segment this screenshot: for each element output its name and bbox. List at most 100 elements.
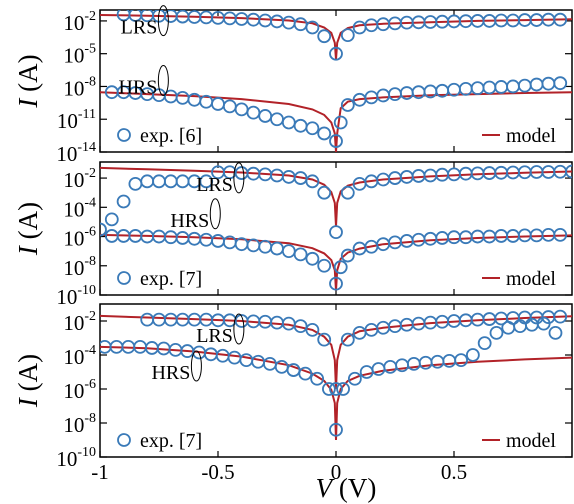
exp-point-hrs — [465, 348, 480, 362]
exp-point-hrs — [246, 105, 261, 120]
exp-point-hrs — [263, 356, 277, 371]
legend-marker-icon — [117, 271, 131, 285]
state-marker-ellipse — [233, 313, 245, 345]
exp-point-hrs — [322, 382, 336, 396]
exp-point-hrs — [258, 239, 273, 254]
exp-point-lrs — [340, 185, 355, 200]
exp-point-lrs — [128, 176, 143, 191]
legend-exp-label: exp. [7] — [140, 268, 202, 290]
y-axis-title: I (A) — [13, 354, 43, 408]
exp-point-lrs — [340, 332, 355, 347]
exp-point-hrs — [423, 231, 438, 246]
exp-point-hrs — [506, 79, 520, 94]
y-tick-base: 10 — [63, 311, 84, 335]
exp-point-lrs — [305, 174, 320, 189]
exp-point-hrs — [336, 382, 350, 396]
x-axis-unit: (V) — [332, 473, 376, 503]
exp-point-lrs — [329, 46, 343, 61]
y-tick-base: 10 — [57, 109, 78, 133]
y-tick-base: 10 — [63, 256, 84, 280]
y-tick-base: 10 — [56, 142, 77, 166]
y-tick-label: 10-4 — [63, 195, 96, 221]
exp-point-hrs — [454, 353, 468, 368]
x-axis: -1 -0.5 0 0.5 — [91, 460, 467, 484]
exp-point-hrs — [329, 422, 343, 437]
y-tick-label: 10-6 — [63, 377, 96, 403]
exp-point-hrs — [251, 354, 266, 369]
exp-point-lrs — [140, 312, 155, 327]
exp-point-hrs — [270, 112, 284, 127]
exp-point-lrs — [352, 20, 367, 35]
y-tick-exponent: -10 — [77, 283, 96, 298]
exp-point-hrs — [371, 362, 386, 376]
y-tick-label: 10-10 — [56, 283, 96, 309]
model-line-hrs — [100, 233, 572, 291]
exp-point-hrs — [329, 276, 343, 291]
exp-point-hrs — [477, 336, 492, 351]
exp-point-lrs — [317, 332, 332, 347]
exp-point-hrs — [470, 81, 485, 96]
exp-point-hrs — [211, 234, 225, 248]
y-tick-label: 10-8 — [63, 254, 96, 280]
exp-point-lrs — [281, 15, 296, 30]
y-tick-label: 10-8 — [63, 411, 96, 437]
exp-point-hrs — [199, 232, 214, 247]
y-tick-label: 10-2 — [63, 166, 96, 192]
y-tick-exponent: -6 — [84, 377, 96, 392]
y-axis-unit: (A) — [13, 202, 43, 246]
y-tick-exponent: -5 — [84, 42, 96, 57]
exp-point-hrs — [222, 99, 237, 114]
y-axis-title: I (A) — [13, 54, 43, 108]
y-tick-label: 10-2 — [63, 9, 96, 35]
exp-point-hrs — [293, 247, 308, 262]
y-tick-exponent: -8 — [84, 74, 96, 89]
state-label-lrs: LRS — [196, 325, 233, 347]
exp-point-hrs — [281, 115, 296, 130]
exp-point-lrs — [104, 212, 119, 227]
exp-point-lrs — [152, 174, 166, 189]
state-marker-ellipse — [209, 198, 221, 230]
y-tick-base: 10 — [63, 197, 84, 221]
exp-point-lrs — [317, 29, 332, 44]
exp-point-hrs — [489, 325, 504, 340]
exp-point-hrs — [376, 88, 391, 103]
y-tick-exponent: -11 — [78, 107, 96, 122]
state-marker-ellipse — [157, 64, 169, 96]
exp-point-hrs — [383, 359, 398, 374]
exp-point-hrs — [333, 260, 348, 275]
y-tick-base: 10 — [63, 345, 84, 369]
state-marker-ellipse — [157, 5, 169, 37]
y-axis-variable: I — [13, 97, 43, 109]
y-tick-label: 10-8 — [63, 74, 96, 100]
y-tick-exponent: -6 — [84, 225, 96, 240]
y-tick-base: 10 — [63, 413, 84, 437]
x-axis-title: V (V) — [316, 473, 377, 503]
exp-point-hrs — [548, 325, 563, 340]
exp-point-hrs — [430, 354, 445, 369]
y-tick-exponent: -2 — [84, 9, 96, 24]
y-tick-label: 10-10 — [56, 445, 96, 471]
exp-point-hrs — [305, 121, 320, 136]
exp-point-hrs — [340, 98, 355, 112]
exp-point-hrs — [541, 76, 556, 91]
y-tick-exponent: -4 — [84, 343, 96, 358]
exp-point-hrs — [494, 229, 509, 243]
x-tick-label: 0 — [331, 460, 342, 484]
legend-marker-icon — [117, 433, 131, 447]
exp-point-lrs — [163, 312, 178, 327]
legend-model-label: model — [506, 430, 556, 452]
exp-point-lrs — [553, 309, 568, 324]
y-tick-label: 10-2 — [63, 309, 96, 335]
legend-exp-label: exp. [7] — [140, 430, 202, 452]
state-label-hrs: HRS — [170, 210, 209, 232]
exp-point-hrs — [470, 229, 485, 244]
y-tick-exponent: -8 — [84, 411, 96, 426]
exp-point-hrs — [175, 90, 190, 105]
exp-point-hrs — [317, 126, 332, 141]
exp-point-hrs — [442, 353, 457, 368]
exp-point-hrs — [458, 230, 473, 245]
exp-point-hrs — [447, 230, 461, 245]
